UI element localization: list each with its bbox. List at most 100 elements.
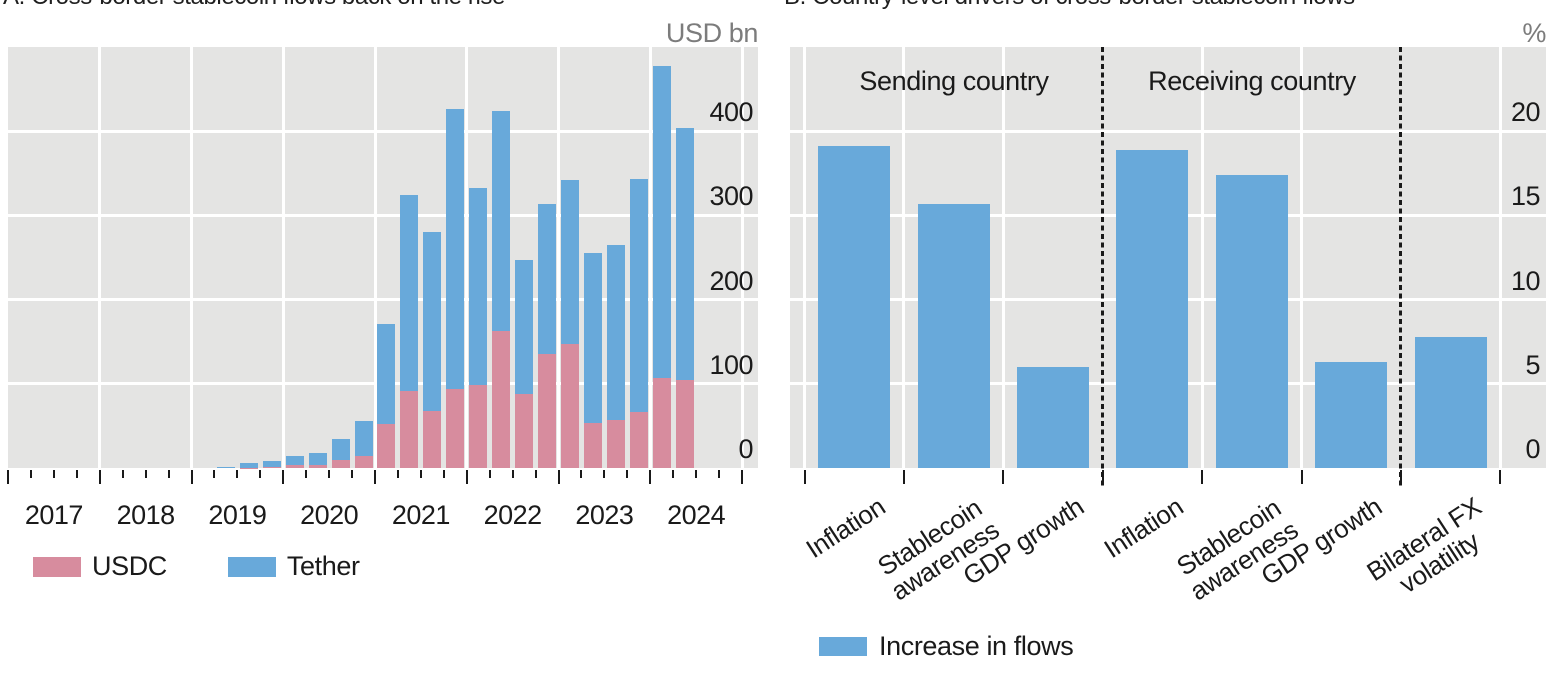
x-minor-tick bbox=[511, 470, 514, 478]
y-axis-label-0: 0 bbox=[1525, 434, 1540, 464]
x-axis-label-2023: 2023 bbox=[575, 500, 634, 530]
x-minor-tick bbox=[305, 470, 308, 478]
bar-inflation bbox=[818, 146, 891, 468]
bar-tether-2019Q2 bbox=[216, 467, 235, 468]
gridline-cell-4 bbox=[1200, 47, 1204, 468]
x-minor-tick bbox=[695, 470, 698, 478]
bar-tether-2019Q3 bbox=[239, 463, 258, 468]
gridline-cell-5 bbox=[1300, 47, 1303, 468]
bar-usdc-2021Q4 bbox=[446, 388, 465, 468]
bar-usdc-2021Q2 bbox=[400, 390, 419, 468]
x-minor-tick bbox=[328, 470, 331, 478]
panel-a-title: A. Cross-border stablecoin flows back on… bbox=[3, 0, 505, 12]
x-major-tick bbox=[557, 470, 560, 484]
bar-usdc-2024Q2 bbox=[675, 380, 694, 468]
increase-in-flows-legend-label: Increase in flows bbox=[879, 631, 1074, 661]
gridline-y-200 bbox=[8, 298, 758, 302]
bar-bilateral-fx-volatility bbox=[1414, 336, 1487, 468]
gridline-cell-2 bbox=[1001, 47, 1005, 468]
bar-usdc-2020Q3 bbox=[331, 460, 350, 468]
bar-usdc-2023Q4 bbox=[629, 411, 648, 468]
bar-usdc-2023Q1 bbox=[560, 344, 579, 468]
gridline-year-7 bbox=[648, 47, 652, 468]
x-minor-tick bbox=[259, 470, 262, 478]
panel-b-title: B. Country-level drivers of cross-border… bbox=[784, 0, 1355, 12]
x-minor-tick bbox=[442, 470, 445, 478]
x-tick bbox=[1499, 470, 1502, 484]
bar-tether-2022Q4 bbox=[538, 203, 557, 355]
bar-tether-2022Q1 bbox=[469, 188, 488, 386]
gridline-year-8 bbox=[740, 47, 744, 468]
bar-tether-2020Q3 bbox=[331, 439, 350, 461]
x-minor-tick bbox=[52, 470, 55, 478]
x-minor-tick bbox=[396, 470, 399, 478]
bar-tether-2021Q4 bbox=[446, 109, 465, 389]
bar-tether-2019Q4 bbox=[262, 461, 281, 468]
y-axis-label-200: 200 bbox=[709, 265, 753, 296]
x-major-tick bbox=[98, 470, 101, 484]
gridline-year-3 bbox=[281, 47, 285, 468]
panel-a-plot-area: 0 100 200 300 400 bbox=[8, 47, 758, 468]
x-minor-tick bbox=[213, 470, 216, 478]
x-axis-label-2017: 2017 bbox=[24, 500, 84, 530]
bar-gdp-growth bbox=[1315, 361, 1388, 468]
bar-usdc-2023Q3 bbox=[606, 420, 625, 468]
gridline-y-400 bbox=[8, 129, 758, 133]
x-tick bbox=[1002, 470, 1005, 484]
bar-tether-2020Q4 bbox=[354, 420, 373, 457]
x-axis-label-2020: 2020 bbox=[300, 500, 359, 530]
x-axis-label-inflation: Inflation bbox=[1098, 491, 1189, 564]
x-tick bbox=[1300, 470, 1303, 484]
increase-in-flows-legend-swatch bbox=[819, 637, 867, 656]
x-major-tick bbox=[649, 470, 652, 484]
bar-tether-2023Q2 bbox=[583, 253, 602, 424]
x-major-tick bbox=[190, 470, 193, 484]
gridline-year-6 bbox=[557, 47, 560, 468]
bar-usdc-2022Q2 bbox=[492, 330, 511, 468]
bar-stablecoin-awareness bbox=[1215, 174, 1288, 468]
gridline-year-2 bbox=[190, 47, 193, 468]
gridline-y-300 bbox=[8, 213, 758, 217]
usdc-legend-swatch bbox=[33, 556, 81, 577]
bar-tether-2020Q2 bbox=[308, 452, 327, 465]
x-minor-tick bbox=[626, 470, 629, 478]
tether-legend-label: Tether bbox=[286, 551, 360, 581]
y-axis-label-0: 0 bbox=[738, 434, 753, 464]
gridline-year-4 bbox=[373, 47, 377, 468]
bar-tether-2020Q1 bbox=[285, 456, 304, 466]
bar-tether-2024Q2 bbox=[675, 127, 694, 381]
bar-usdc-2023Q2 bbox=[583, 423, 602, 468]
panel-b-dashed-separator-1 bbox=[1101, 47, 1104, 487]
usdc-legend-label: USDC bbox=[92, 551, 167, 581]
x-major-tick bbox=[741, 470, 743, 484]
y-axis-label-100: 100 bbox=[709, 349, 753, 380]
x-axis-label-2022: 2022 bbox=[483, 500, 543, 530]
bar-usdc-2019Q4 bbox=[262, 467, 281, 468]
bar-tether-2023Q3 bbox=[606, 244, 625, 421]
receiving-country-header: Receiving country bbox=[1148, 66, 1356, 96]
x-minor-tick bbox=[144, 470, 147, 478]
sending-country-header: Sending country bbox=[859, 66, 1049, 96]
bar-usdc-2020Q2 bbox=[308, 464, 327, 468]
x-minor-tick bbox=[351, 470, 354, 478]
x-minor-tick bbox=[419, 470, 422, 478]
x-axis-label-2019: 2019 bbox=[208, 500, 267, 530]
bar-tether-2022Q3 bbox=[515, 260, 534, 394]
bar-usdc-2022Q4 bbox=[538, 354, 557, 468]
panel-b-legend: Increase in flows bbox=[819, 631, 1074, 662]
gridline-cell-0 bbox=[803, 47, 806, 468]
bar-usdc-2024Q1 bbox=[652, 377, 671, 468]
x-tick bbox=[803, 470, 806, 484]
x-minor-tick bbox=[603, 470, 606, 478]
x-minor-tick bbox=[167, 470, 170, 478]
y-axis-label-400: 400 bbox=[709, 97, 753, 128]
bar-usdc-2021Q3 bbox=[423, 410, 442, 468]
x-minor-tick bbox=[75, 470, 78, 478]
bar-tether-2023Q1 bbox=[560, 180, 579, 345]
bar-tether-2024Q1 bbox=[652, 65, 671, 378]
gridline-year-5 bbox=[465, 47, 469, 468]
x-minor-tick bbox=[718, 470, 721, 478]
tether-legend-swatch bbox=[227, 556, 276, 577]
panel-a-unit-label: USD bn bbox=[665, 18, 759, 48]
